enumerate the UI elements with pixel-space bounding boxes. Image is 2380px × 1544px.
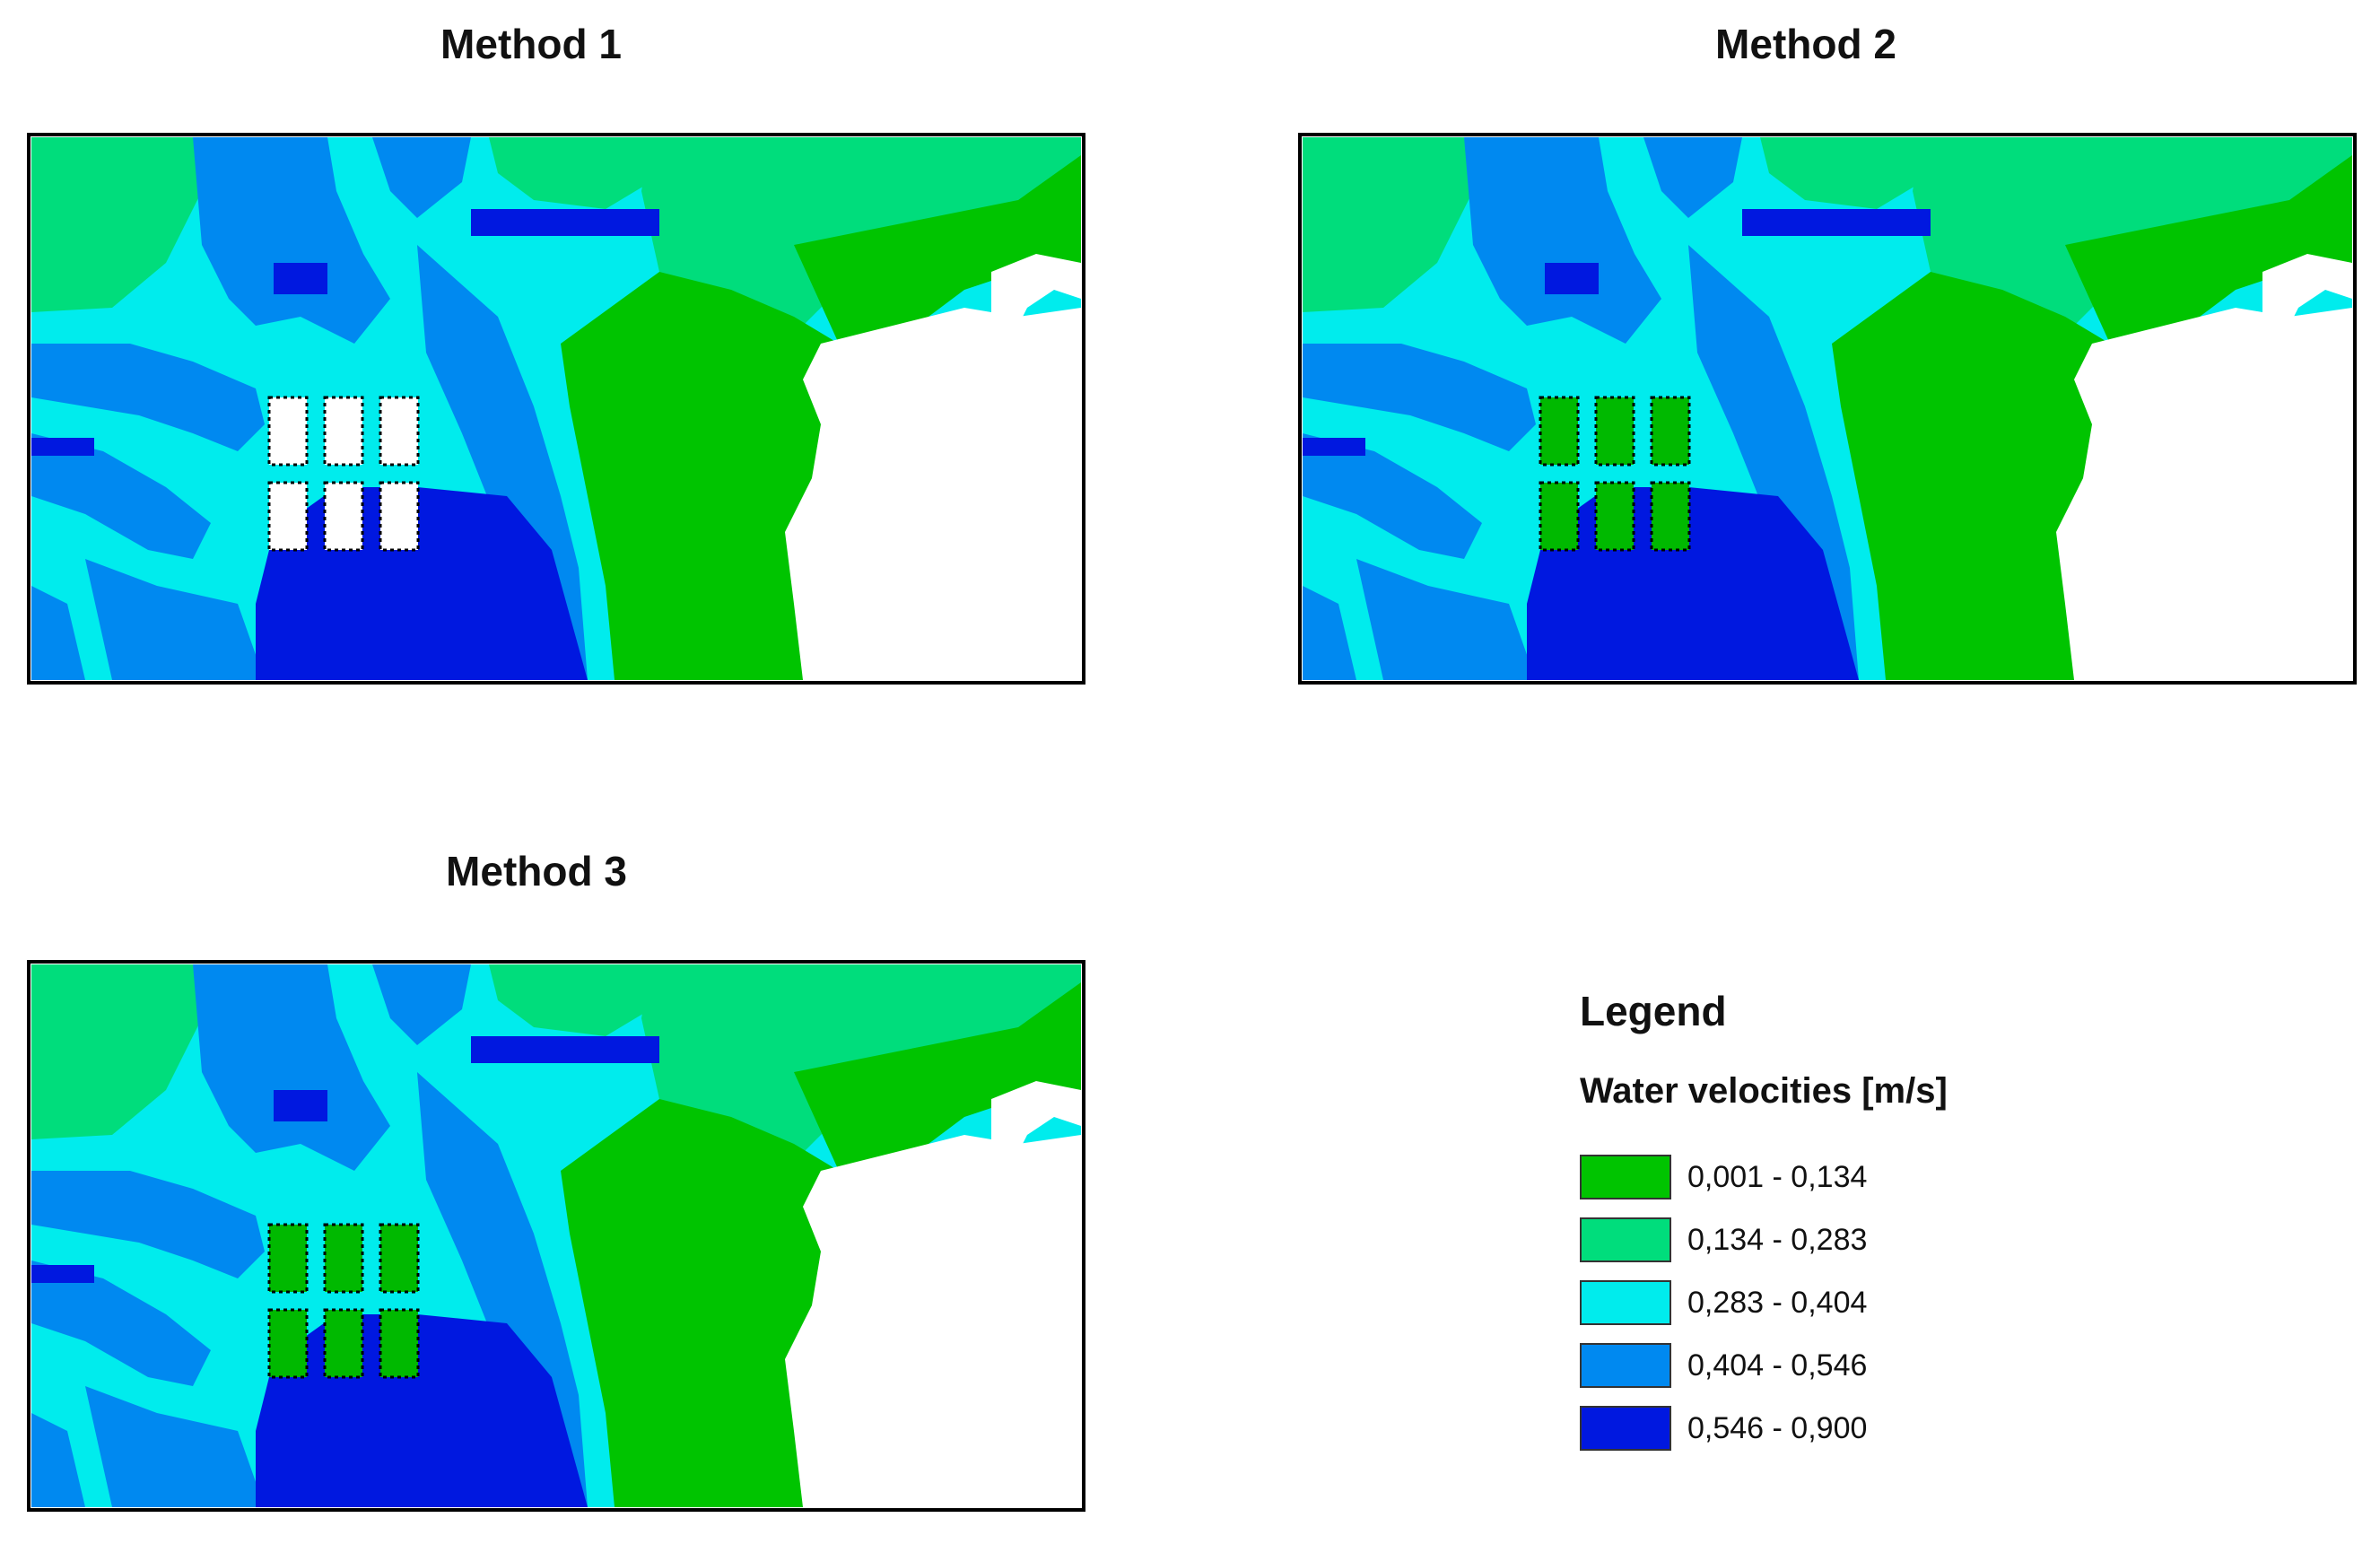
structure-block — [379, 1223, 420, 1294]
structure-block — [267, 1308, 309, 1379]
legend-swatch — [1580, 1280, 1671, 1325]
legend-swatch — [1580, 1343, 1671, 1388]
structure-block — [1594, 396, 1635, 467]
structure-block — [267, 481, 309, 552]
velocity-zone — [31, 438, 94, 456]
structure-block — [323, 1223, 364, 1294]
velocity-zone — [1303, 344, 1536, 451]
structure-block — [379, 396, 420, 467]
velocity-zone — [1356, 559, 1536, 680]
map-panel-method-2 — [1298, 133, 2357, 685]
structure-block — [323, 481, 364, 552]
structure-block — [379, 1308, 420, 1379]
velocity-zone — [31, 433, 211, 559]
structure-block — [1539, 396, 1580, 467]
legend-label: 0,001 - 0,134 — [1687, 1159, 1868, 1194]
structure-block — [379, 481, 420, 552]
velocity-zone — [31, 586, 85, 680]
map-frame — [27, 960, 1085, 1512]
velocity-zone — [31, 137, 202, 312]
legend-label: 0,283 - 0,404 — [1687, 1285, 1868, 1320]
velocity-zone — [274, 263, 327, 294]
legend-row: 0,001 - 0,134 — [1580, 1152, 1867, 1202]
legend-title: Legend — [1580, 988, 1727, 1034]
velocity-zone — [85, 559, 265, 680]
velocity-zone — [1643, 137, 1742, 218]
legend-row: 0,546 - 0,900 — [1580, 1403, 1867, 1453]
velocity-zone — [1545, 263, 1599, 294]
map-panel-method-1 — [27, 133, 1085, 685]
panel-title-method-1: Method 1 — [440, 21, 622, 67]
velocity-zone — [372, 964, 471, 1045]
velocity-zone — [31, 1260, 211, 1386]
legend-subtitle: Water velocities [m/s] — [1580, 1071, 1948, 1111]
legend-swatch — [1580, 1155, 1671, 1199]
velocity-zone — [372, 137, 471, 218]
panel-title-method-3: Method 3 — [446, 848, 627, 894]
map-panel-method-3 — [27, 960, 1085, 1512]
velocity-zone — [1464, 137, 1661, 344]
velocity-zone — [991, 254, 1081, 344]
velocity-zone — [991, 1081, 1081, 1171]
structure-block — [1594, 481, 1635, 552]
velocity-zone — [31, 1171, 265, 1278]
structure-block — [323, 1308, 364, 1379]
velocity-zone — [471, 209, 659, 236]
velocity-zone — [794, 155, 1081, 353]
velocity-zone — [489, 964, 659, 1036]
legend-label: 0,546 - 0,900 — [1687, 1410, 1868, 1445]
structure-block — [267, 396, 309, 467]
velocity-zone — [31, 1413, 85, 1507]
velocity-zone — [794, 982, 1081, 1180]
velocity-zone — [31, 344, 265, 451]
structure-block — [1539, 481, 1580, 552]
legend-swatch — [1580, 1217, 1671, 1262]
legend-row: 0,134 - 0,283 — [1580, 1215, 1867, 1265]
velocity-zone — [785, 1135, 1081, 1507]
velocity-zone — [1303, 137, 1473, 312]
structure-block — [323, 396, 364, 467]
structure-block — [267, 1223, 309, 1294]
velocity-zone — [1742, 209, 1931, 236]
legend-label: 0,404 - 0,546 — [1687, 1348, 1868, 1383]
velocity-zone — [1303, 433, 1482, 559]
velocity-zone — [193, 137, 390, 344]
velocity-zone — [193, 964, 390, 1171]
velocity-zone — [2065, 155, 2352, 353]
map-frame — [1298, 133, 2357, 685]
legend-row: 0,283 - 0,404 — [1580, 1278, 1867, 1328]
velocity-zone — [274, 1090, 327, 1121]
structure-block — [1650, 481, 1691, 552]
velocity-zone — [1303, 586, 1356, 680]
velocity-zone — [31, 964, 202, 1139]
velocity-zone — [489, 137, 659, 209]
velocity-zone — [1303, 438, 1365, 456]
panel-title-method-2: Method 2 — [1715, 21, 1896, 67]
velocity-zone — [471, 1036, 659, 1063]
velocity-zone — [785, 308, 1081, 680]
velocity-zone — [1760, 137, 1931, 209]
map-frame — [27, 133, 1085, 685]
velocity-zone — [31, 1265, 94, 1283]
legend-swatch — [1580, 1406, 1671, 1451]
velocity-zone — [85, 1386, 265, 1507]
structure-block — [1650, 396, 1691, 467]
velocity-zone — [2262, 254, 2352, 344]
legend-row: 0,404 - 0,546 — [1580, 1340, 1867, 1391]
legend-label: 0,134 - 0,283 — [1687, 1222, 1868, 1257]
velocity-zone — [2056, 308, 2352, 680]
